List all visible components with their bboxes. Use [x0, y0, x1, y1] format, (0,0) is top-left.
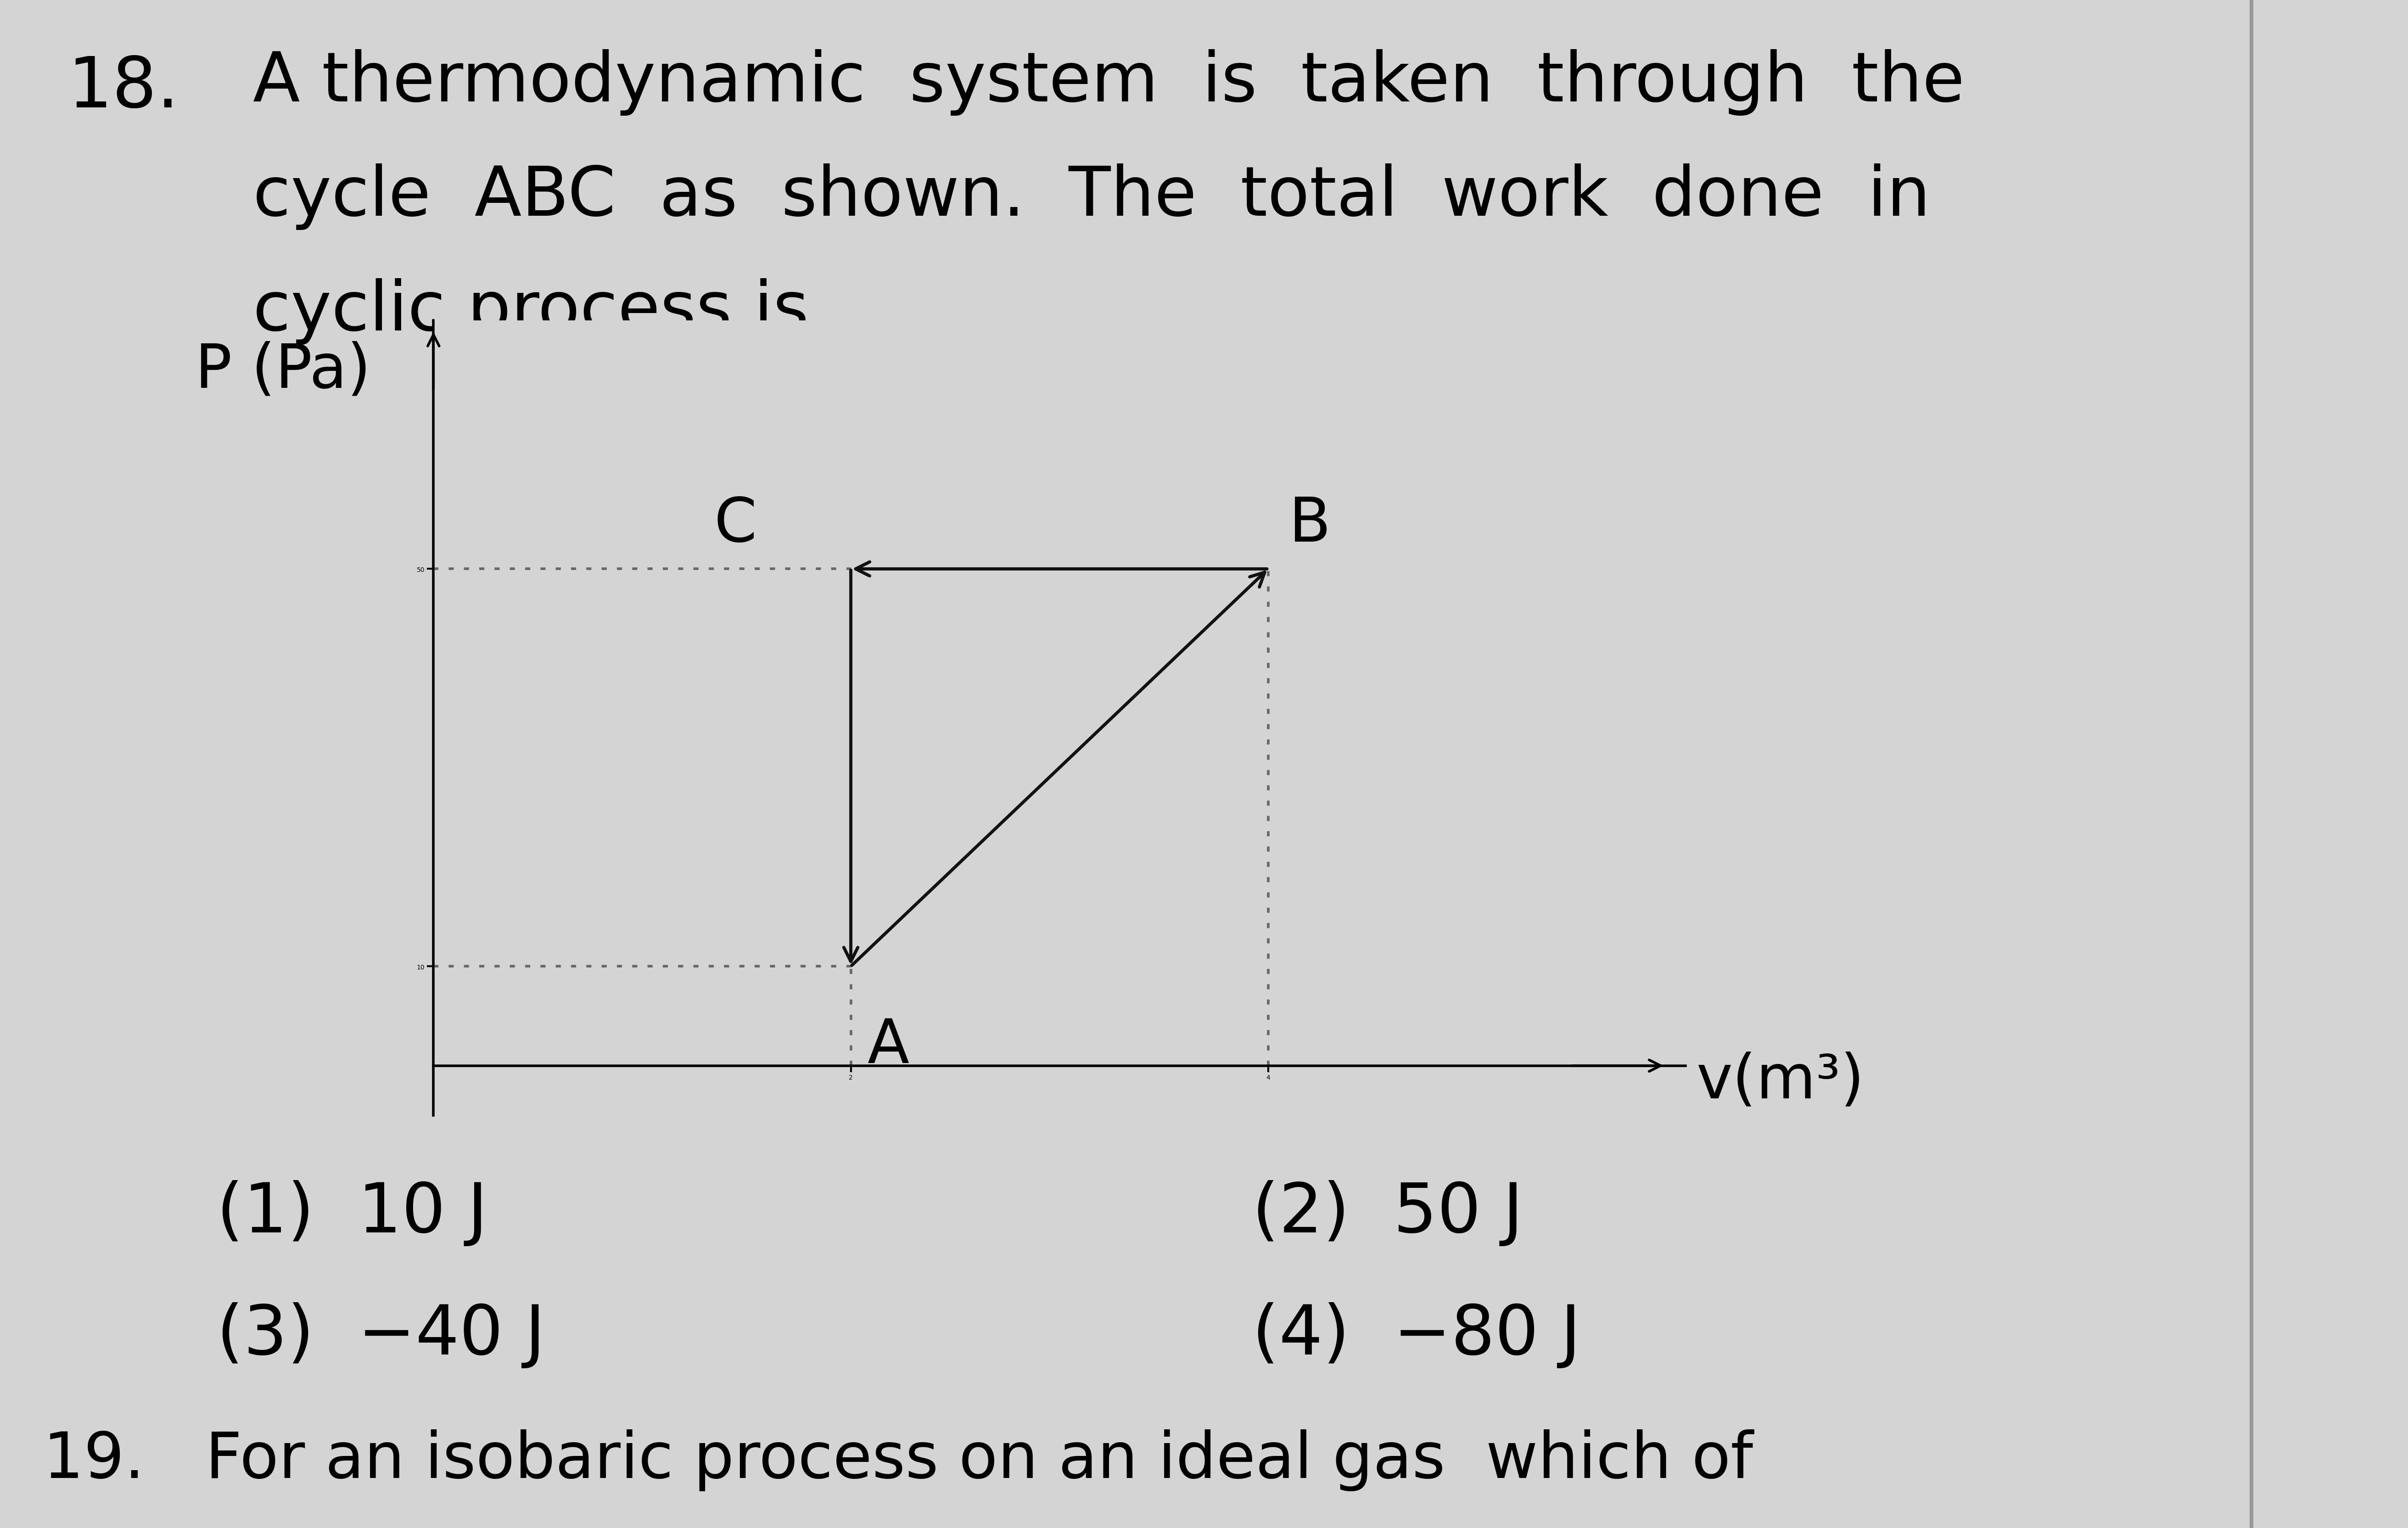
Text: A thermodynamic  system  is  taken  through  the: A thermodynamic system is taken through …	[253, 49, 1965, 116]
Text: 18.: 18.	[67, 53, 178, 122]
Text: P (Pa): P (Pa)	[195, 341, 371, 400]
Text: v(m³): v(m³)	[1695, 1051, 1864, 1111]
Text: 19.   For an isobaric process on an ideal gas  which of: 19. For an isobaric process on an ideal …	[43, 1429, 1753, 1491]
Text: (3)  −40 J: (3) −40 J	[217, 1302, 544, 1369]
Text: C: C	[715, 495, 756, 555]
Text: B: B	[1288, 495, 1332, 555]
Text: (4)  −80 J: (4) −80 J	[1252, 1302, 1580, 1369]
Text: A: A	[867, 1016, 910, 1076]
Text: (2)  50 J: (2) 50 J	[1252, 1180, 1524, 1247]
Text: cyclic process is: cyclic process is	[253, 278, 809, 345]
Text: (1)  10 J: (1) 10 J	[217, 1180, 489, 1247]
Text: cycle  ABC  as  shown.  The  total  work  done  in: cycle ABC as shown. The total work done …	[253, 163, 1931, 231]
